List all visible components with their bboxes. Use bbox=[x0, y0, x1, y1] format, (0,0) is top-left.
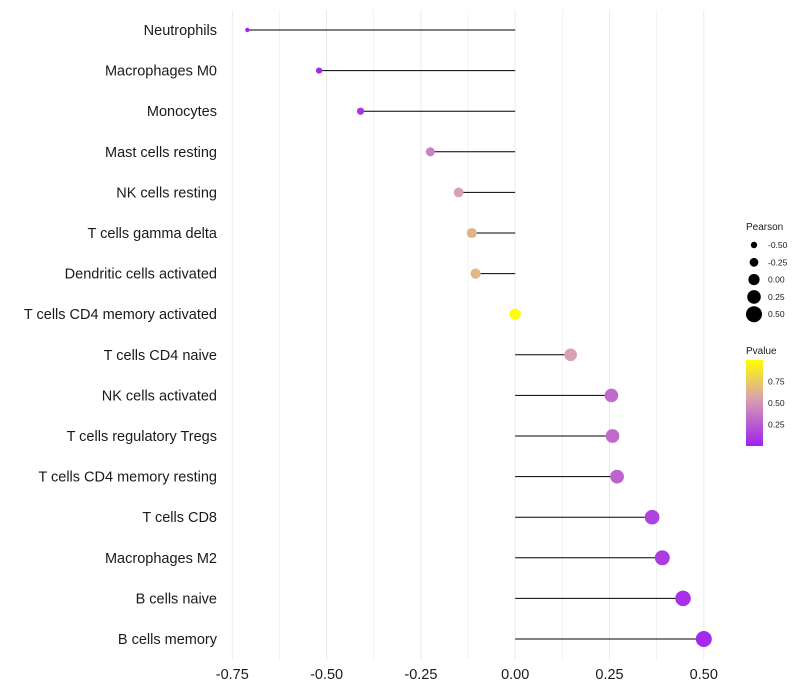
y-label: Macrophages M2 bbox=[105, 551, 217, 567]
y-label: Monocytes bbox=[147, 104, 217, 120]
y-label: Neutrophils bbox=[144, 23, 217, 39]
x-tick-label: 0.00 bbox=[501, 667, 529, 683]
pvalue-legend-label: 0.50 bbox=[768, 398, 785, 408]
y-label: NK cells resting bbox=[116, 185, 217, 201]
point bbox=[425, 147, 435, 157]
pvalue-legend: Pvalue 0.75 0.50 0.25 bbox=[746, 346, 785, 446]
points bbox=[245, 27, 712, 647]
x-tick-label: -0.75 bbox=[216, 667, 249, 683]
x-tick-label: 0.25 bbox=[595, 667, 623, 683]
x-axis-ticks: -0.75 -0.50 -0.25 0.00 0.25 0.50 bbox=[216, 667, 718, 683]
y-label: B cells naive bbox=[136, 591, 217, 607]
point bbox=[470, 268, 481, 279]
point bbox=[654, 550, 670, 566]
y-label: T cells CD4 memory activated bbox=[24, 307, 217, 323]
point bbox=[453, 187, 464, 198]
pearson-legend-key bbox=[748, 274, 760, 286]
x-tick-label: -0.50 bbox=[310, 667, 343, 683]
point bbox=[675, 590, 691, 607]
pvalue-legend-title: Pvalue bbox=[746, 346, 777, 357]
point bbox=[644, 509, 660, 525]
y-label: NK cells activated bbox=[102, 388, 217, 404]
y-axis-labels: Neutrophils Macrophages M0 Monocytes Mast c… bbox=[24, 23, 218, 648]
pearson-legend-label: 0.25 bbox=[768, 292, 785, 302]
pvalue-legend-label: 0.25 bbox=[768, 420, 785, 430]
grid-lines bbox=[231, 10, 705, 660]
y-label: T cells gamma delta bbox=[88, 226, 218, 242]
point bbox=[610, 469, 624, 484]
stems bbox=[247, 29, 704, 640]
y-label: T cells regulatory Tregs bbox=[67, 429, 217, 445]
y-label: T cells CD8 bbox=[142, 510, 217, 526]
y-label: T cells CD4 naive bbox=[104, 348, 217, 364]
pearson-legend-title: Pearson bbox=[746, 222, 783, 233]
point bbox=[604, 388, 619, 403]
pearson-legend-key bbox=[749, 257, 759, 267]
point bbox=[509, 308, 521, 320]
pearson-legend-key bbox=[750, 241, 758, 249]
pearson-legend-label: 0.00 bbox=[768, 275, 785, 285]
pearson-legend-label: 0.50 bbox=[768, 309, 785, 319]
point bbox=[356, 107, 365, 115]
pearson-legend-label: -0.50 bbox=[768, 240, 788, 250]
y-label: Macrophages M0 bbox=[105, 64, 217, 80]
y-label: Dendritic cells activated bbox=[65, 267, 217, 283]
pearson-legend: Pearson -0.50 -0.25 0.00 0.25 0.50 bbox=[746, 222, 788, 323]
point bbox=[564, 348, 577, 362]
y-label: Mast cells resting bbox=[105, 145, 217, 161]
point bbox=[466, 227, 477, 239]
pearson-legend-label: -0.25 bbox=[768, 257, 788, 267]
pearson-legend-key bbox=[746, 306, 762, 323]
y-label: B cells memory bbox=[118, 632, 218, 648]
x-tick-label: 0.50 bbox=[690, 667, 718, 683]
point bbox=[315, 67, 323, 74]
y-label: T cells CD4 memory resting bbox=[38, 470, 217, 486]
pearson-legend-key bbox=[747, 290, 761, 304]
point bbox=[245, 27, 250, 33]
x-tick-label: -0.25 bbox=[404, 667, 437, 683]
point bbox=[695, 631, 712, 647]
pvalue-legend-label: 0.75 bbox=[768, 377, 785, 387]
point bbox=[605, 429, 620, 443]
pvalue-colorbar bbox=[746, 360, 763, 446]
